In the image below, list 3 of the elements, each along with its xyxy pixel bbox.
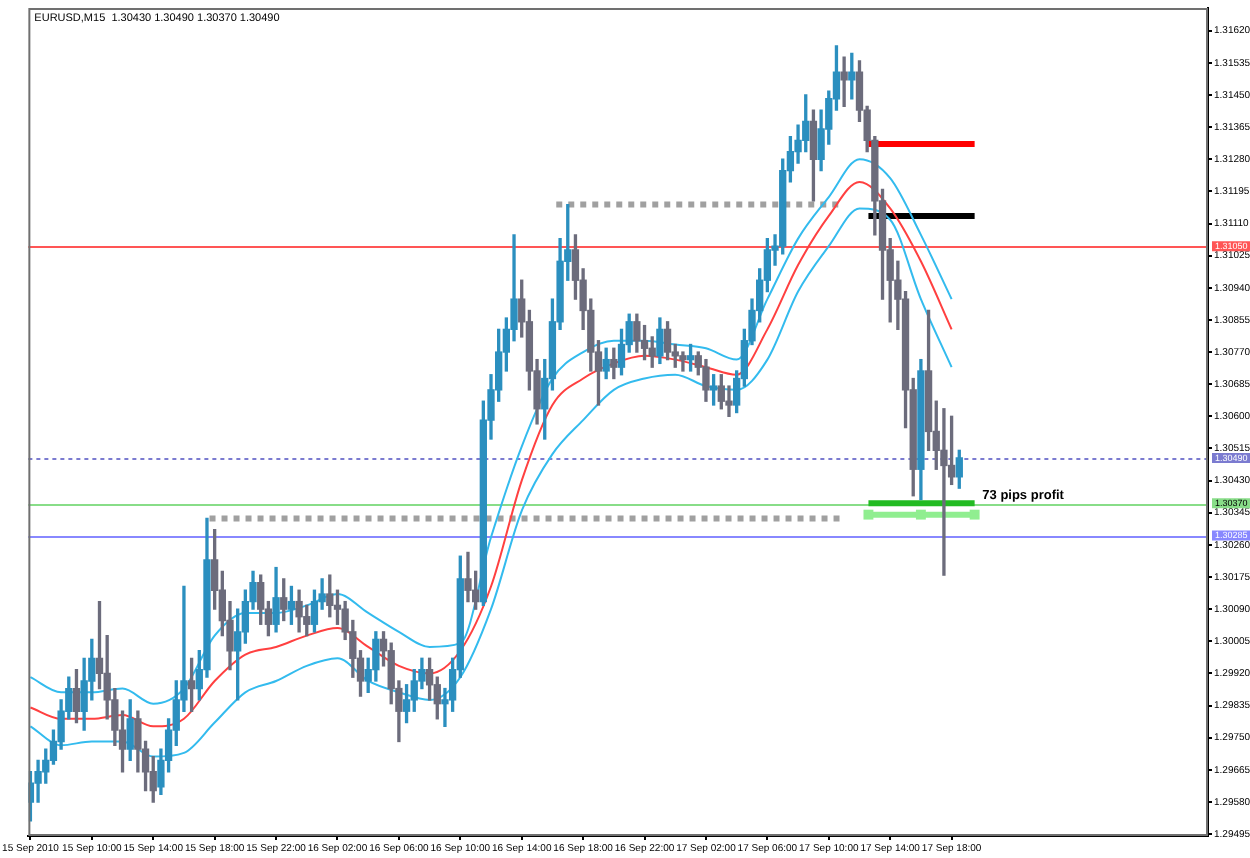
candlestick bbox=[840, 56, 848, 107]
candlestick bbox=[679, 351, 687, 372]
candlestick bbox=[940, 408, 948, 576]
